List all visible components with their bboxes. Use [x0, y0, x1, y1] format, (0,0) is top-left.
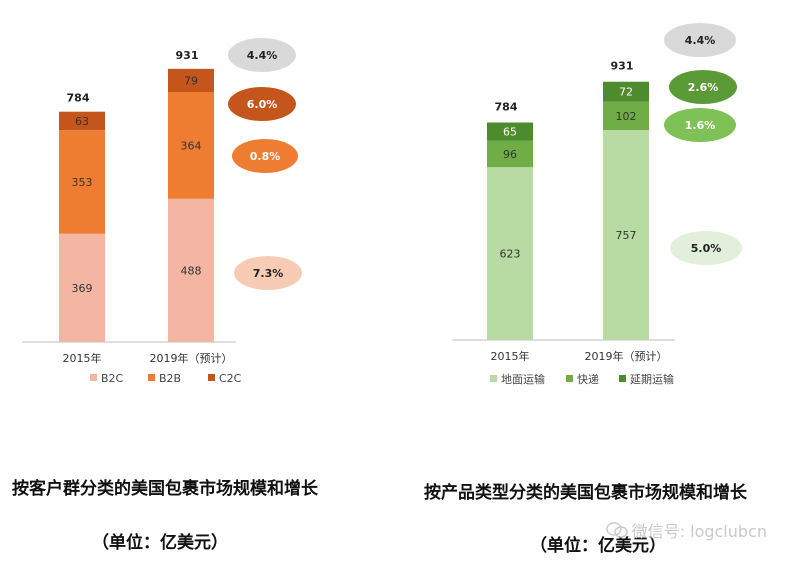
- data-label: 369: [72, 282, 93, 295]
- data-label: 364: [181, 139, 202, 152]
- growth-pill: [232, 139, 298, 173]
- growth-label: 2.6%: [688, 81, 719, 94]
- right-chart-caption: 按产品类型分类的美国包裹市场规模和增长: [424, 483, 747, 503]
- growth-label: 4.4%: [685, 34, 716, 47]
- legend-label: 延期运输: [630, 372, 674, 386]
- legend-label: 快递: [577, 372, 599, 386]
- total-label: 784: [495, 101, 518, 114]
- growth-pill: [664, 108, 736, 142]
- growth-pill: [234, 256, 302, 290]
- charts-svg: 369 353 63 784 2015年 488 364 79 931 2019年（预计） B2C B…: [22, 23, 742, 386]
- data-label: 623: [500, 248, 521, 261]
- watermark-text: 微信号: logclubcn: [631, 522, 767, 541]
- legend-swatch: [566, 375, 573, 382]
- legend-swatch: [208, 374, 215, 381]
- growth-label: 5.0%: [691, 242, 722, 255]
- growth-label: 6.0%: [247, 98, 278, 111]
- growth-pill: [664, 23, 736, 57]
- left-chart-caption: 按客户群分类的美国包裹市场规模和增长: [12, 479, 318, 499]
- tick-label: 2019年（预计）: [585, 349, 668, 363]
- data-label: 63: [75, 115, 89, 128]
- data-label: 79: [184, 74, 198, 87]
- tick-label: 2015年: [63, 351, 102, 365]
- bar-segment: [59, 130, 105, 234]
- total-label: 784: [67, 92, 90, 105]
- tick-label: 2019年（预计）: [150, 351, 233, 365]
- tick-label: 2015年: [491, 349, 530, 363]
- data-label: 353: [72, 176, 93, 189]
- growth-label: 0.8%: [250, 150, 281, 163]
- wechat-icon: [605, 522, 628, 538]
- bar-segment: [59, 111, 105, 131]
- bar-segment: [168, 92, 214, 199]
- legend-label: 地面运输: [501, 372, 545, 386]
- bar-segment: [59, 233, 105, 342]
- total-label: 931: [611, 60, 634, 73]
- bar-segment: [603, 101, 649, 131]
- legend-swatch: [490, 375, 497, 382]
- bar-segment: [487, 140, 533, 168]
- left-chart-unit-caption: （单位：亿美元）: [92, 533, 228, 553]
- growth-pill: [228, 87, 296, 121]
- total-label: 931: [176, 49, 199, 62]
- bar-segment: [487, 122, 533, 141]
- legend-label: B2B: [159, 372, 181, 385]
- growth-pill: [228, 38, 296, 72]
- data-label: 72: [619, 86, 633, 99]
- legend-label: C2C: [219, 372, 242, 385]
- watermark: 微信号: logclubcn: [605, 518, 767, 542]
- bar-segment: [168, 198, 214, 342]
- bar-segment: [168, 68, 214, 93]
- legend-swatch: [148, 374, 155, 381]
- data-label: 65: [503, 126, 517, 139]
- growth-label: 7.3%: [253, 267, 284, 280]
- growth-pill: [669, 70, 737, 104]
- growth-pill: [670, 231, 742, 265]
- legend-swatch: [90, 374, 97, 381]
- bar-segment: [487, 167, 533, 340]
- data-label: 96: [503, 148, 517, 161]
- legend-swatch: [619, 375, 626, 382]
- right-chart-unit-caption: （单位：亿美元）: [530, 536, 666, 556]
- data-label: 757: [616, 229, 637, 242]
- bar-segment: [603, 130, 649, 340]
- data-label: 102: [616, 110, 637, 123]
- bar-segment: [603, 81, 649, 102]
- growth-label: 4.4%: [247, 49, 278, 62]
- growth-label: 1.6%: [685, 119, 716, 132]
- legend-label: B2C: [101, 372, 124, 385]
- data-label: 488: [181, 264, 202, 277]
